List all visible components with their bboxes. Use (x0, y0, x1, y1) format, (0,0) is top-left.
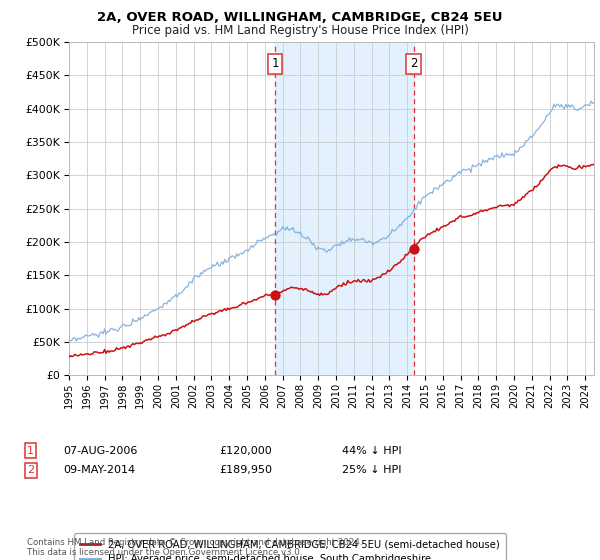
Text: £189,950: £189,950 (219, 465, 272, 475)
Text: 1: 1 (27, 446, 34, 456)
Text: 07-AUG-2006: 07-AUG-2006 (63, 446, 137, 456)
Text: Price paid vs. HM Land Registry's House Price Index (HPI): Price paid vs. HM Land Registry's House … (131, 24, 469, 36)
Text: Contains HM Land Registry data © Crown copyright and database right 2024.
This d: Contains HM Land Registry data © Crown c… (27, 538, 362, 557)
Point (409, 244, 418, 253)
Text: 1: 1 (271, 58, 279, 71)
Text: 2A, OVER ROAD, WILLINGHAM, CAMBRIDGE, CB24 5EU: 2A, OVER ROAD, WILLINGHAM, CAMBRIDGE, CB… (97, 11, 503, 24)
Text: 09-MAY-2014: 09-MAY-2014 (63, 465, 135, 475)
Text: £120,000: £120,000 (219, 446, 272, 456)
Text: 2: 2 (27, 465, 34, 475)
Text: 25% ↓ HPI: 25% ↓ HPI (342, 465, 401, 475)
Text: 44% ↓ HPI: 44% ↓ HPI (342, 446, 401, 456)
Text: 2: 2 (410, 58, 417, 71)
Legend: 2A, OVER ROAD, WILLINGHAM, CAMBRIDGE, CB24 5EU (semi-detached house), HPI: Avera: 2A, OVER ROAD, WILLINGHAM, CAMBRIDGE, CB… (74, 534, 506, 560)
Point (270, 291, 280, 300)
Bar (275, 42, 413, 375)
